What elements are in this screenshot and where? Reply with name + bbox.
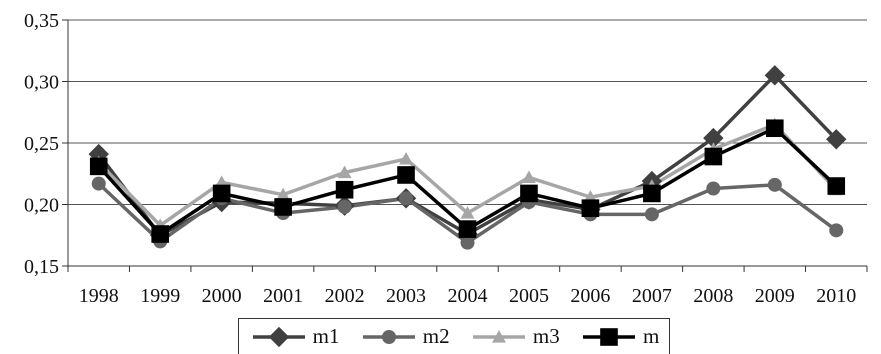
data-point-m <box>335 180 354 199</box>
x-tick-label: 2008 <box>693 285 733 307</box>
data-point-m3 <box>399 152 413 165</box>
legend-swatch-m1 <box>252 326 305 347</box>
axes <box>62 19 868 272</box>
data-point-m3 <box>276 187 291 201</box>
legend-label: m3 <box>532 324 560 348</box>
series-markers <box>88 65 847 250</box>
x-tick-label: 2004 <box>448 285 488 307</box>
data-point-m2 <box>706 181 721 196</box>
data-point-m <box>458 220 477 238</box>
legend-marker-m <box>600 327 618 346</box>
x-tick-label: 2007 <box>632 285 672 307</box>
data-point-m2 <box>337 199 352 214</box>
data-point-m <box>212 184 231 203</box>
data-point-m2 <box>91 176 106 191</box>
x-tick-label: 2000 <box>202 285 242 307</box>
x-tick-label: 2010 <box>816 285 856 307</box>
legend-label: m2 <box>422 324 450 348</box>
x-tick-label: 2003 <box>386 285 426 307</box>
data-point-m2 <box>829 223 844 238</box>
data-point-m2 <box>460 235 475 250</box>
data-point-m <box>827 177 846 195</box>
gridlines <box>68 19 867 205</box>
x-tick-label: 2009 <box>755 285 795 307</box>
x-tick-label: 2002 <box>325 285 365 307</box>
legend-item-m3: m3 <box>469 324 560 349</box>
x-tick-labels: 1998 1999 2000 2001 2002 2003 2004 2005 2006 2007… <box>79 285 857 307</box>
data-point-m2 <box>644 207 659 222</box>
y-tick-labels: 0,15 0,20 0,25 0,30 0,35 <box>24 10 59 278</box>
legend-swatch-m3 <box>472 329 525 343</box>
legend-marker-m1 <box>268 326 289 347</box>
data-point-m <box>397 166 415 184</box>
data-point-m <box>151 225 169 243</box>
data-point-m2 <box>399 191 414 206</box>
data-point-m3 <box>522 170 536 184</box>
data-point-m <box>766 119 784 138</box>
data-point-m3 <box>337 165 352 179</box>
data-point-m <box>581 199 600 217</box>
y-tick-label: 0,35 <box>24 10 59 32</box>
data-point-m1 <box>703 127 724 149</box>
data-point-m <box>89 157 108 176</box>
data-point-m2 <box>767 177 782 192</box>
legend-label: m <box>643 324 660 348</box>
y-tick-label: 0,20 <box>24 195 59 217</box>
legend: m1 m2 m3 m <box>238 318 670 354</box>
y-tick-label: 0,25 <box>24 133 59 155</box>
legend-marker-m2 <box>381 329 396 344</box>
legend-item-m1: m1 <box>249 324 340 349</box>
legend-marker-m3 <box>491 329 506 343</box>
legend-swatch-m2 <box>362 329 415 344</box>
data-point-m <box>520 184 538 203</box>
x-tick-label: 2001 <box>263 285 303 307</box>
x-tick-label: 2005 <box>509 285 549 307</box>
data-point-m1 <box>826 129 847 150</box>
legend-item-m: m <box>579 324 659 349</box>
data-point-m <box>643 184 661 203</box>
legend-label: m1 <box>312 324 340 348</box>
data-point-m <box>274 198 292 216</box>
x-tick-label: 1998 <box>79 285 119 307</box>
legend-swatch-m <box>583 327 636 346</box>
y-tick-label: 0,30 <box>24 72 59 94</box>
data-point-m3 <box>460 206 475 219</box>
x-tick-label: 2006 <box>570 285 610 307</box>
x-tick-label: 1999 <box>140 285 180 307</box>
y-tick-label: 0,15 <box>24 256 59 278</box>
data-point-m <box>704 147 723 166</box>
data-point-m1 <box>764 65 786 86</box>
legend-item-m2: m2 <box>359 324 450 349</box>
